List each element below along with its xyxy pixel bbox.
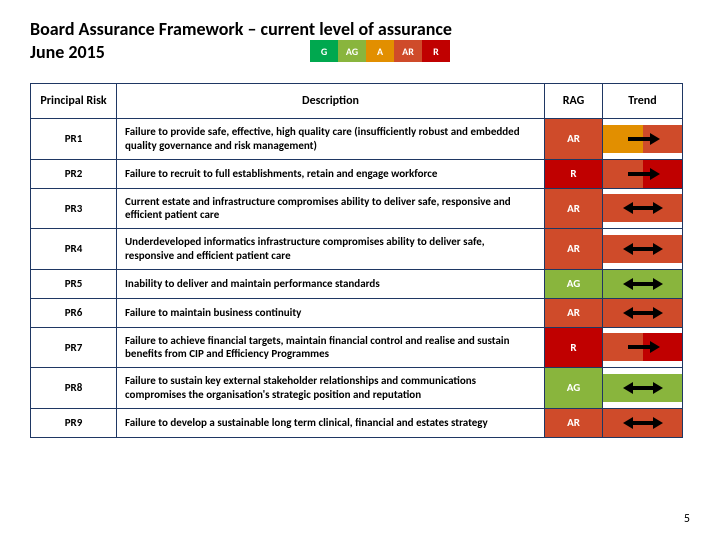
assurance-table: Principal Risk Description RAG Trend PR1… — [30, 83, 683, 438]
risk-id: PR9 — [31, 408, 117, 437]
slide: Board Assurance Framework – current leve… — [0, 0, 720, 540]
risk-id: PR6 — [31, 298, 117, 327]
trend-cell — [603, 269, 683, 298]
table-row: PR7Failure to achieve financial targets,… — [31, 327, 683, 368]
trend-cell — [603, 159, 683, 188]
legend-chip-ag: AG — [338, 40, 366, 62]
table-row: PR1Failure to provide safe, effective, h… — [31, 119, 683, 160]
trend-to — [643, 235, 683, 263]
trend-cell — [603, 298, 683, 327]
rag-cell: AR — [545, 298, 603, 327]
trend-cell — [603, 229, 683, 270]
trend-from — [603, 235, 643, 263]
page-number: 5 — [684, 512, 690, 526]
trend-from — [603, 194, 643, 222]
risk-id: PR8 — [31, 368, 117, 409]
trend-from — [603, 160, 643, 188]
legend-chip-g: G — [310, 40, 338, 62]
legend-chip-a: A — [366, 40, 394, 62]
trend-from — [603, 270, 643, 298]
rag-cell: AR — [545, 229, 603, 270]
trend-from — [603, 409, 643, 437]
rag-cell: AR — [545, 188, 603, 229]
risk-id: PR2 — [31, 159, 117, 188]
legend-chip-r: R — [422, 40, 450, 62]
title-line-2: June 2015 — [30, 41, 105, 63]
risk-description: Failure to provide safe, effective, high… — [117, 119, 545, 160]
table-row: PR3Current estate and infrastructure com… — [31, 188, 683, 229]
risk-description: Failure to sustain key external stakehol… — [117, 368, 545, 409]
trend-cell — [603, 368, 683, 409]
risk-description: Failure to achieve financial targets, ma… — [117, 327, 545, 368]
trend-cell — [603, 408, 683, 437]
rag-cell: R — [545, 327, 603, 368]
rag-cell: R — [545, 159, 603, 188]
trend-cell — [603, 119, 683, 160]
trend-cell — [603, 188, 683, 229]
risk-description: Failure to develop a sustainable long te… — [117, 408, 545, 437]
risk-description: Failure to maintain business continuity — [117, 298, 545, 327]
risk-description: Failure to recruit to full establishment… — [117, 159, 545, 188]
trend-to — [643, 270, 683, 298]
table-row: PR2Failure to recruit to full establishm… — [31, 159, 683, 188]
risk-description: Underdeveloped informatics infrastructur… — [117, 229, 545, 270]
rag-cell: AG — [545, 368, 603, 409]
trend-to — [643, 299, 683, 327]
trend-to — [643, 333, 683, 361]
trend-cell — [603, 327, 683, 368]
trend-to — [643, 125, 683, 153]
col-header-trend: Trend — [603, 84, 683, 119]
trend-to — [643, 160, 683, 188]
table-header-row: Principal Risk Description RAG Trend — [31, 84, 683, 119]
title-line-1: Board Assurance Framework – current leve… — [30, 18, 452, 40]
legend-chip-ar: AR — [394, 40, 422, 62]
table-row: PR4Underdeveloped informatics infrastruc… — [31, 229, 683, 270]
risk-description: Inability to deliver and maintain perfor… — [117, 269, 545, 298]
trend-to — [643, 409, 683, 437]
col-header-risk: Principal Risk — [31, 84, 117, 119]
rag-cell: AR — [545, 119, 603, 160]
risk-id: PR3 — [31, 188, 117, 229]
table-row: PR5Inability to deliver and maintain per… — [31, 269, 683, 298]
rag-cell: AR — [545, 408, 603, 437]
col-header-rag: RAG — [545, 84, 603, 119]
risk-id: PR1 — [31, 119, 117, 160]
risk-id: PR4 — [31, 229, 117, 270]
trend-from — [603, 125, 643, 153]
rag-legend: GAGAARR — [310, 40, 450, 62]
risk-id: PR5 — [31, 269, 117, 298]
rag-cell: AG — [545, 269, 603, 298]
title-block: Board Assurance Framework – current leve… — [30, 18, 690, 63]
risk-id: PR7 — [31, 327, 117, 368]
table-row: PR9Failure to develop a sustainable long… — [31, 408, 683, 437]
col-header-desc: Description — [117, 84, 545, 119]
table-row: PR6Failure to maintain business continui… — [31, 298, 683, 327]
risk-description: Current estate and infrastructure compro… — [117, 188, 545, 229]
trend-from — [603, 374, 643, 402]
table-row: PR8Failure to sustain key external stake… — [31, 368, 683, 409]
trend-to — [643, 374, 683, 402]
trend-to — [643, 194, 683, 222]
trend-from — [603, 299, 643, 327]
trend-from — [603, 333, 643, 361]
